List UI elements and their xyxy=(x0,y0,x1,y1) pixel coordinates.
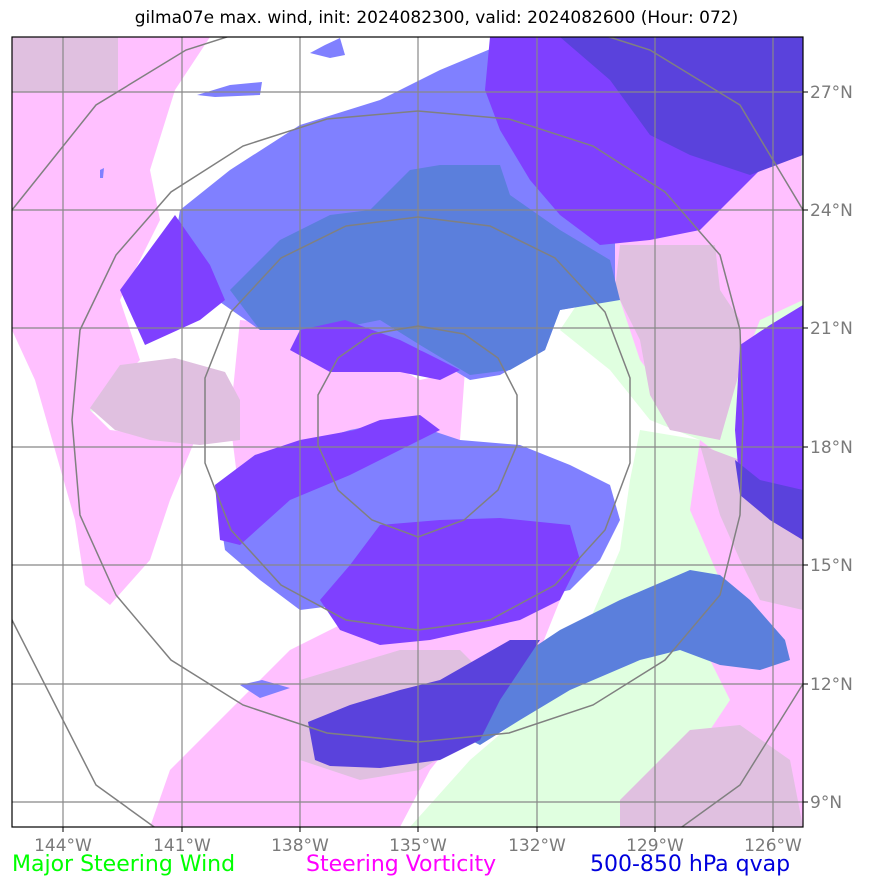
lon-label-135: 135°W xyxy=(389,836,447,856)
lat-label-27: 27°N xyxy=(810,83,853,103)
lat-label-9: 9°N xyxy=(810,793,842,813)
lon-label-138: 138°W xyxy=(271,836,329,856)
qvap-northeast-darkest xyxy=(560,37,803,175)
range-ring-inner xyxy=(317,325,518,538)
range-ring-outermost xyxy=(12,37,803,827)
overlap-northwest xyxy=(12,37,118,92)
legend-steering-wind: Major Steering Wind xyxy=(12,852,236,877)
lon-label-132: 132°W xyxy=(508,836,566,856)
range-ring-outer xyxy=(71,110,744,743)
qvap-south-purple-lower xyxy=(320,518,580,645)
tick-marks xyxy=(62,91,808,832)
longitude-labels: 144°W 141°W 138°W 135°W 132°W 129°W 126°… xyxy=(34,836,802,856)
lat-label-21: 21°N xyxy=(810,319,853,339)
lon-label-144: 144°W xyxy=(34,836,92,856)
qvap-small-north xyxy=(310,38,345,58)
overlap-northeast xyxy=(615,245,740,440)
plot-frame xyxy=(11,36,804,828)
qvap-layer xyxy=(100,37,803,768)
lon-label-129: 129°W xyxy=(626,836,684,856)
overlap-west xyxy=(90,358,240,445)
qvap-small-northwest xyxy=(197,82,262,97)
vorticity-region-west xyxy=(12,37,210,605)
lon-label-141: 141°W xyxy=(153,836,211,856)
overlap-east-lower xyxy=(700,445,803,610)
lat-label-12: 12°N xyxy=(810,675,853,695)
latitude-labels: 27°N 24°N 21°N 18°N 15°N 12°N 9°N xyxy=(810,83,853,813)
qvap-east-darkest xyxy=(735,460,803,540)
legend-qvap: 500-850 hPa qvap xyxy=(590,852,791,877)
qvap-northwest-purple xyxy=(120,215,225,345)
qvap-small-dot xyxy=(100,168,104,178)
range-rings xyxy=(12,37,803,827)
lat-label-24: 24°N xyxy=(810,201,853,221)
range-ring-middle xyxy=(204,216,631,631)
map-title: gilma07e max. wind, init: 2024082300, va… xyxy=(134,8,739,28)
lat-label-18: 18°N xyxy=(810,438,853,458)
lat-label-15: 15°N xyxy=(810,556,853,576)
lon-label-126: 126°W xyxy=(744,836,802,856)
legend-steering-vorticity: Steering Vorticity xyxy=(306,852,497,877)
plot-area xyxy=(12,37,803,827)
qvap-north-core xyxy=(230,165,620,375)
